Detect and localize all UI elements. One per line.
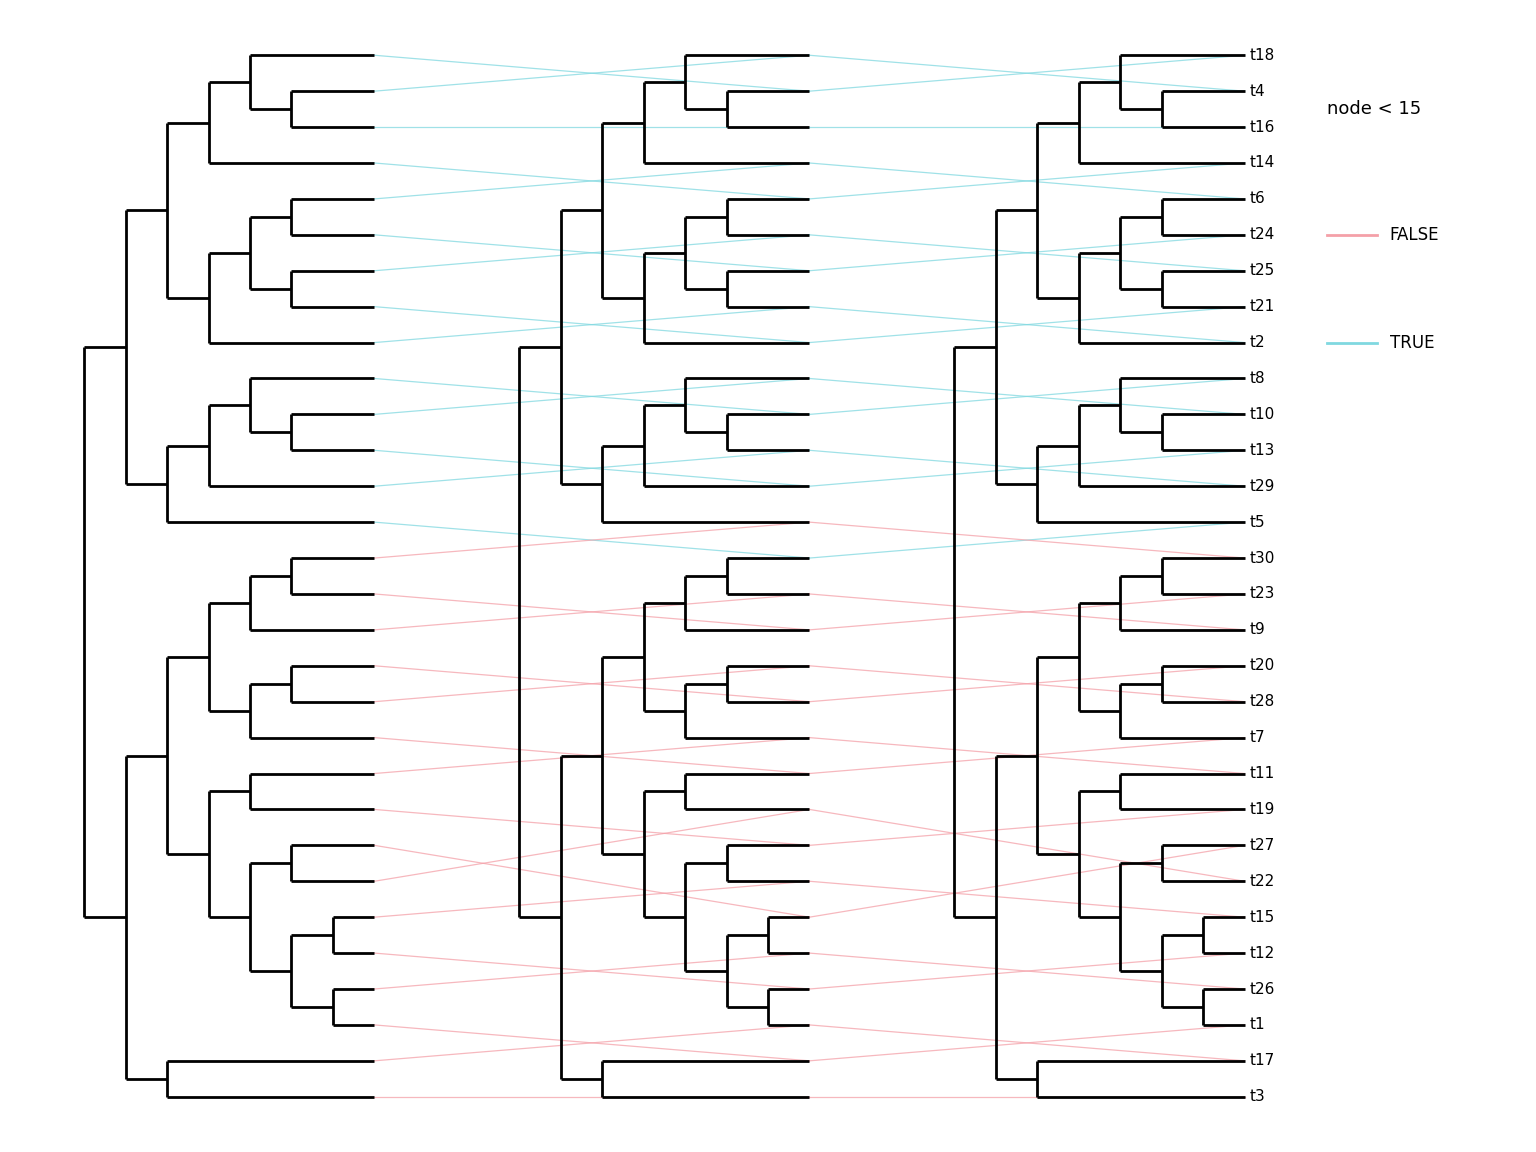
Text: t6: t6	[1249, 191, 1266, 206]
Text: t11: t11	[1249, 766, 1275, 781]
Text: t26: t26	[1249, 982, 1275, 996]
Text: t2: t2	[1249, 335, 1266, 350]
Text: TRUE: TRUE	[1390, 334, 1435, 351]
Text: t13: t13	[1249, 442, 1275, 457]
Text: t24: t24	[1249, 227, 1275, 242]
Text: t3: t3	[1249, 1090, 1266, 1105]
Text: t22: t22	[1249, 873, 1275, 888]
Text: t25: t25	[1249, 264, 1275, 279]
Text: t1: t1	[1249, 1017, 1266, 1032]
Text: t30: t30	[1249, 551, 1275, 566]
Text: t10: t10	[1249, 407, 1275, 422]
Text: t14: t14	[1249, 156, 1275, 170]
Text: t4: t4	[1249, 84, 1266, 99]
Text: t9: t9	[1249, 622, 1266, 637]
Text: t29: t29	[1249, 479, 1275, 494]
Text: t12: t12	[1249, 946, 1275, 961]
Text: t7: t7	[1249, 730, 1266, 745]
Text: t8: t8	[1249, 371, 1266, 386]
Text: t23: t23	[1249, 586, 1275, 601]
Text: FALSE: FALSE	[1390, 226, 1439, 244]
Text: t15: t15	[1249, 910, 1275, 925]
Text: t21: t21	[1249, 300, 1275, 314]
Text: t19: t19	[1249, 802, 1275, 817]
Text: t28: t28	[1249, 695, 1275, 710]
Text: t17: t17	[1249, 1053, 1275, 1068]
Text: node < 15: node < 15	[1327, 100, 1422, 119]
Text: t5: t5	[1249, 515, 1266, 530]
Text: t16: t16	[1249, 120, 1275, 135]
Text: t20: t20	[1249, 658, 1275, 673]
Text: t18: t18	[1249, 47, 1275, 62]
Text: t27: t27	[1249, 838, 1275, 852]
